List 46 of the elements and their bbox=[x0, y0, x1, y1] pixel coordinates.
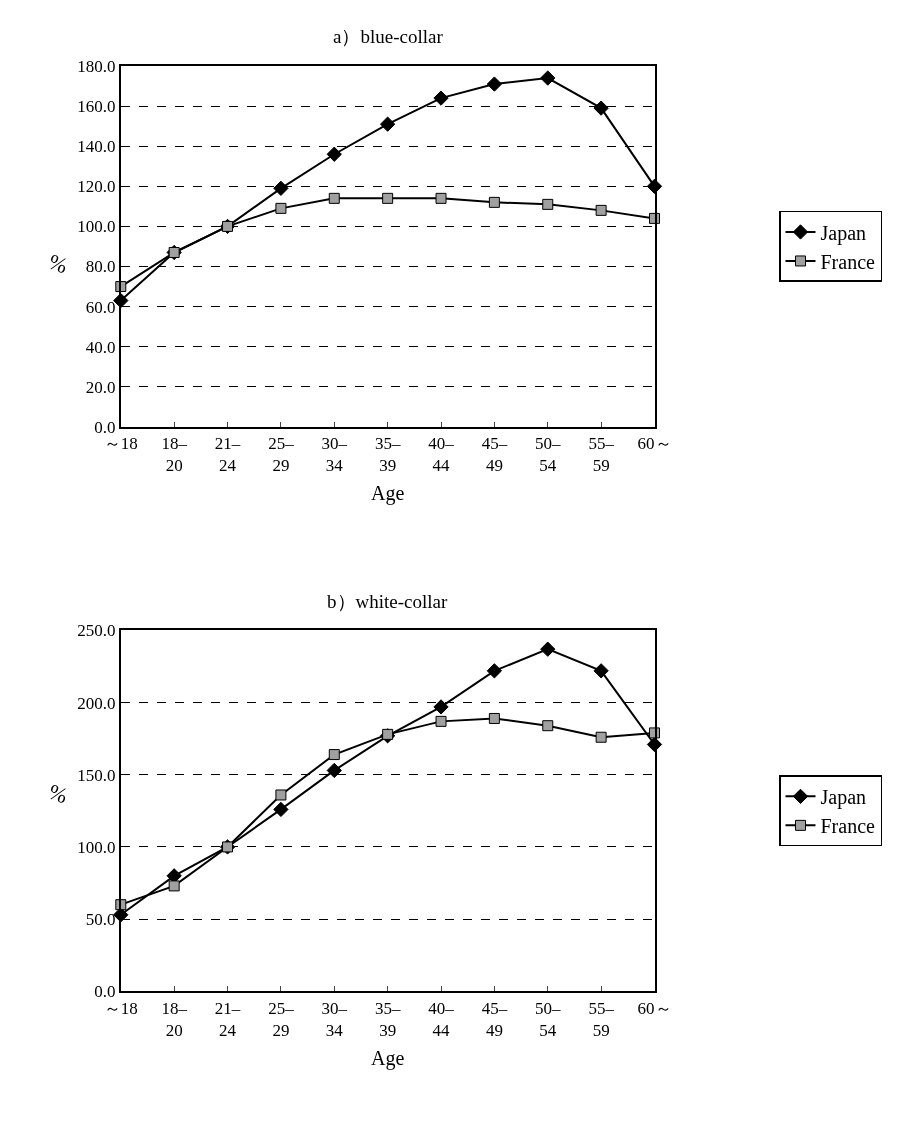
x-tick-label: 50– 54 bbox=[535, 434, 562, 476]
y-tick-label: 250.0 bbox=[77, 621, 116, 641]
x-tick-label: 35– 39 bbox=[374, 434, 401, 476]
chart-title: b）white-collar bbox=[327, 591, 448, 612]
legend-label: Japan bbox=[820, 786, 867, 810]
x-tick-label: 45– 49 bbox=[481, 998, 508, 1040]
y-tick-label: 60.0 bbox=[85, 297, 116, 317]
x-tick-label: 21– 24 bbox=[214, 998, 241, 1040]
x-tick-label: 40– 44 bbox=[428, 434, 455, 476]
x-tick-label: 40– 44 bbox=[428, 998, 455, 1040]
y-tick-label: 140.0 bbox=[77, 137, 116, 157]
chart-title: a）blue-collar bbox=[333, 26, 444, 47]
x-tick-label: 45– 49 bbox=[481, 434, 508, 476]
x-tick-label: 21– 24 bbox=[214, 434, 241, 476]
x-axis-title: Age bbox=[370, 482, 405, 506]
x-tick-label: 25– 29 bbox=[268, 434, 295, 476]
x-tick-label: 55– 59 bbox=[588, 998, 615, 1040]
y-tick-label: 40.0 bbox=[85, 337, 116, 357]
x-tick-label: ～18 bbox=[103, 434, 138, 454]
y-tick-label: 180.0 bbox=[77, 56, 116, 76]
legend-label: France bbox=[820, 815, 876, 838]
x-tick-label: 60～ bbox=[637, 434, 672, 454]
y-tick-label: 100.0 bbox=[77, 217, 116, 237]
y-axis-title: % bbox=[45, 778, 72, 809]
y-tick-label: 20.0 bbox=[85, 377, 116, 397]
legend-label: Japan bbox=[820, 221, 867, 245]
x-tick-label: 50– 54 bbox=[535, 998, 562, 1040]
y-axis-title: % bbox=[45, 248, 72, 279]
x-tick-label: 35– 39 bbox=[374, 998, 401, 1040]
y-tick-label: 100.0 bbox=[77, 837, 116, 857]
y-tick-label: 0.0 bbox=[94, 417, 116, 437]
y-tick-label: 150.0 bbox=[77, 765, 116, 785]
y-tick-label: 200.0 bbox=[77, 693, 116, 713]
y-tick-label: 160.0 bbox=[77, 97, 116, 117]
x-tick-label: 55– 59 bbox=[588, 434, 615, 476]
x-tick-label: 60～ bbox=[637, 998, 672, 1018]
y-tick-label: 120.0 bbox=[77, 177, 116, 197]
x-tick-label: 18– 20 bbox=[161, 434, 188, 476]
x-tick-label: 30– 34 bbox=[321, 998, 348, 1040]
x-tick-label: 25– 29 bbox=[268, 998, 295, 1040]
x-axis-title: Age bbox=[370, 1046, 405, 1070]
legend-label: France bbox=[820, 250, 876, 273]
x-tick-label: 30– 34 bbox=[321, 434, 348, 476]
y-tick-label: 80.0 bbox=[85, 257, 116, 277]
y-tick-label: 50.0 bbox=[85, 910, 116, 930]
x-tick-label: 18– 20 bbox=[161, 998, 188, 1040]
